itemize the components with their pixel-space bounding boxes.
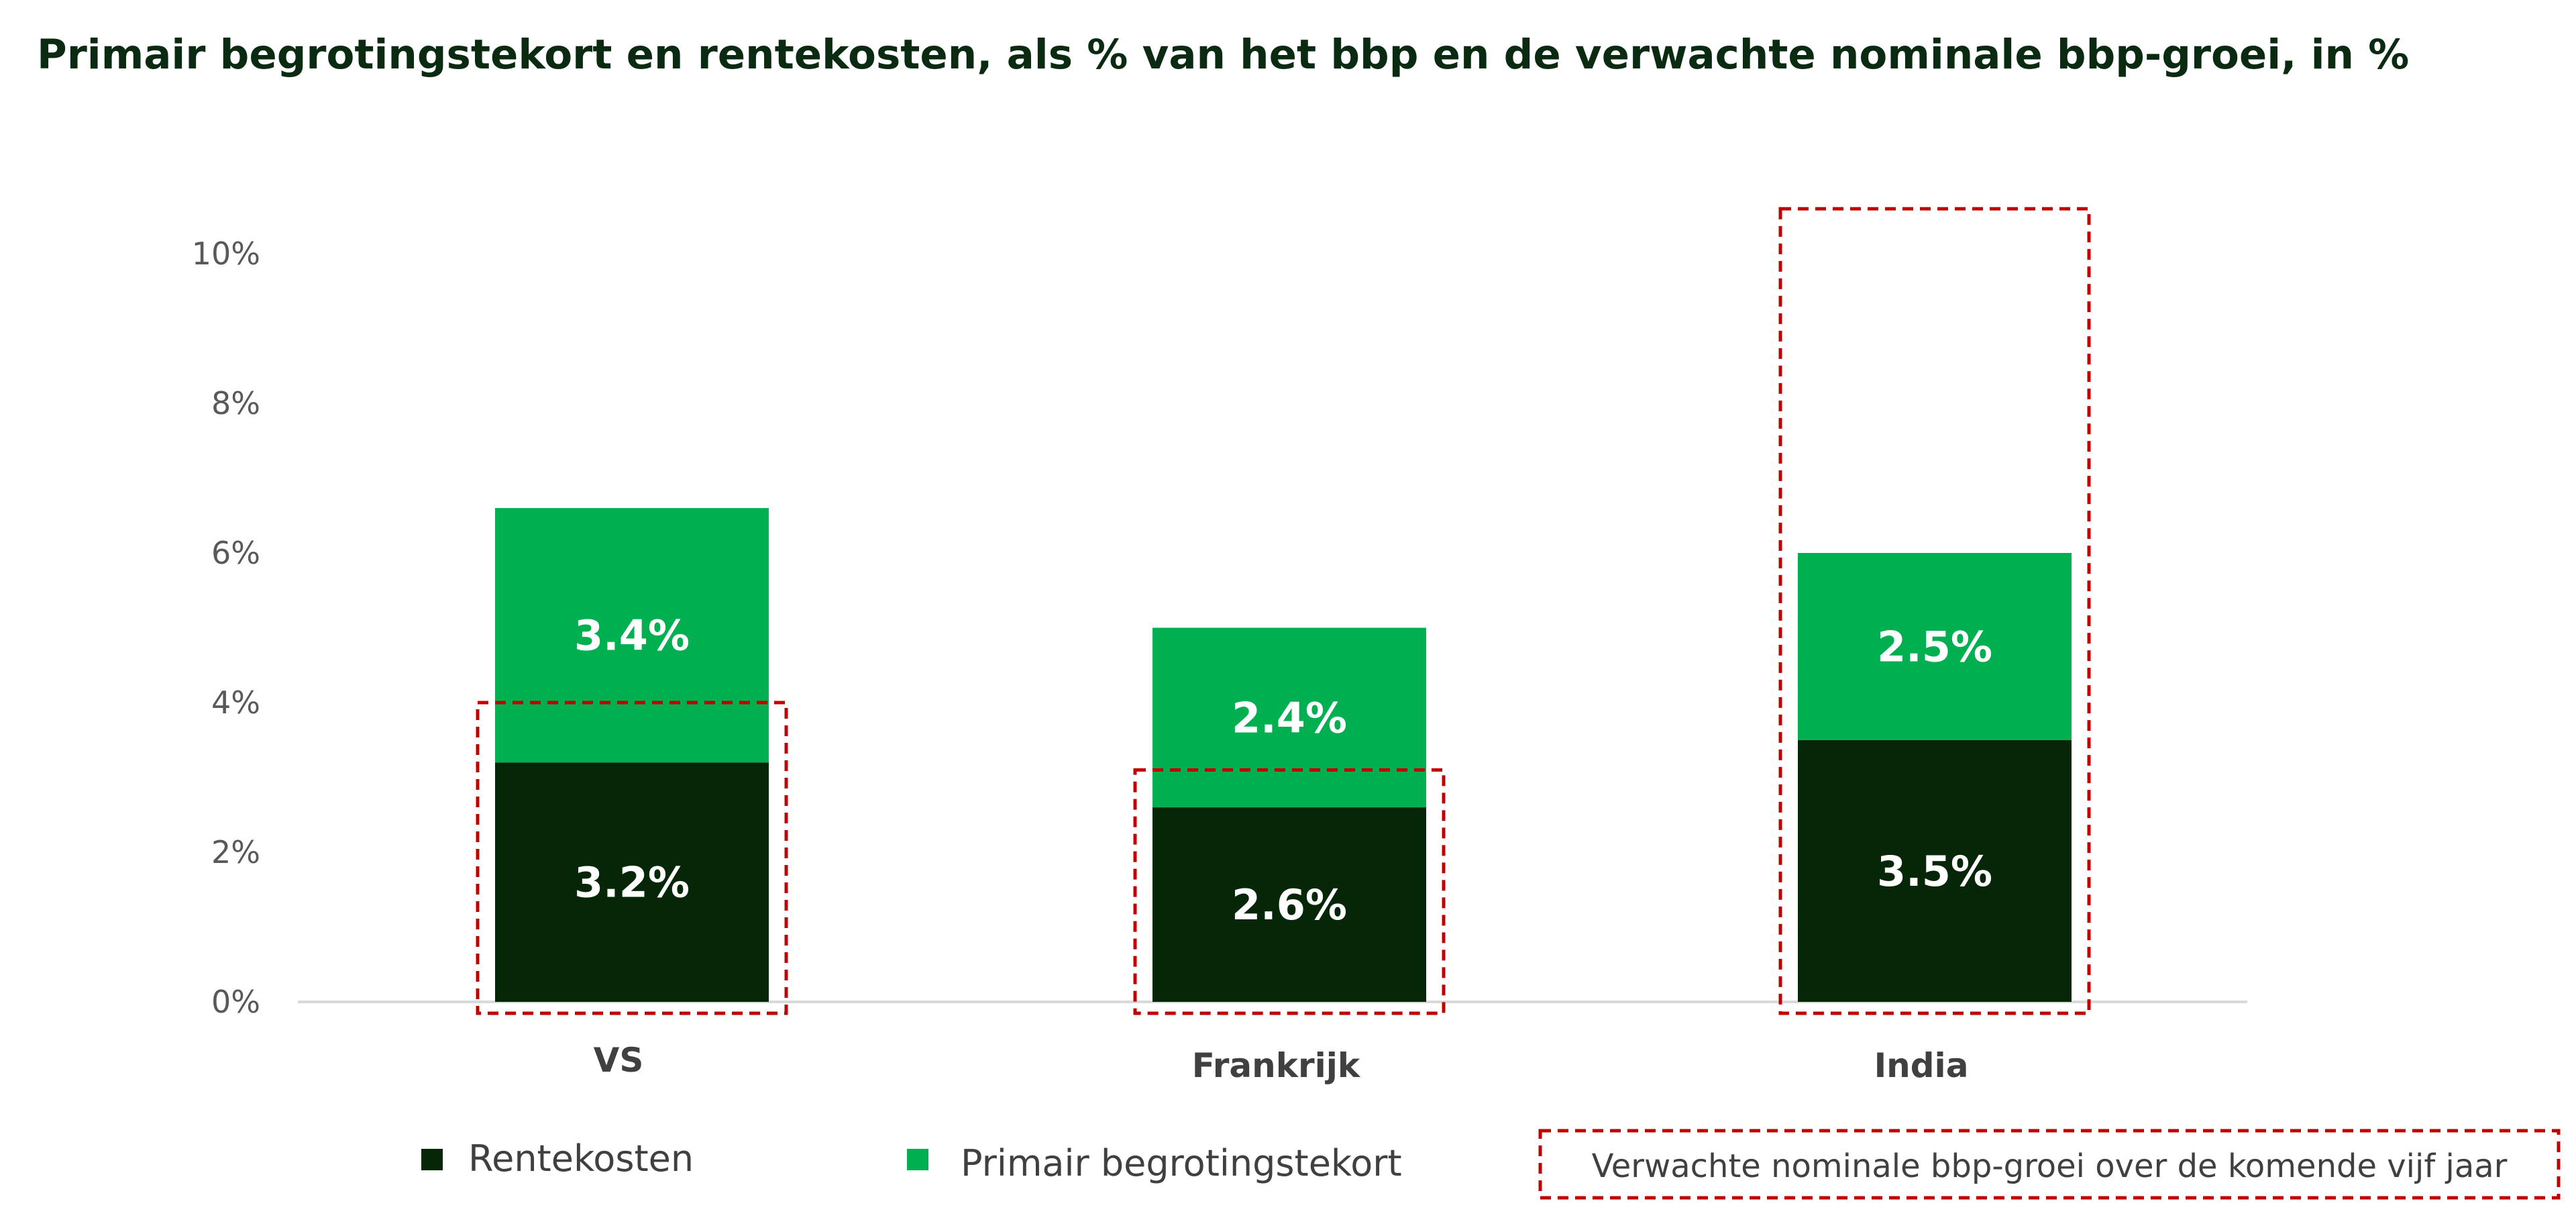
bar-india-rentekosten	[1798, 739, 2072, 1002]
y-tick-label: 0%	[211, 984, 260, 1020]
legend-swatch-rentekosten	[421, 1149, 443, 1170]
bar-india-primair-tekort	[1798, 553, 2072, 740]
y-tick-label: 10%	[192, 236, 260, 272]
data-label: 2.4%	[1232, 693, 1347, 742]
bar-vs-rentekosten	[495, 762, 769, 1002]
y-tick-label: 6%	[211, 535, 260, 571]
legend-swatch-growth	[1538, 1129, 2561, 1200]
legend-label-growth: Verwachte nominale bbp-groei over de kom…	[1592, 1147, 2508, 1185]
bar-vs-primair-tekort	[495, 508, 769, 763]
y-tick-label: 2%	[211, 834, 260, 870]
data-label: 3.2%	[574, 858, 690, 907]
legend: Rentekosten Primair begrotingstekort Verwa…	[421, 1129, 2561, 1200]
y-tick-label: 8%	[211, 385, 260, 421]
x-tick-label: Frankrijk	[1192, 1046, 1361, 1085]
data-label: 3.5%	[1877, 847, 1992, 896]
chart-title: Primair begrotingstekort en rentekosten,…	[37, 31, 2410, 79]
bar-frankrijk-primair-tekort	[1152, 627, 1426, 808]
legend-swatch-primair-tekort	[907, 1149, 928, 1170]
data-label: 2.6%	[1232, 880, 1347, 929]
legend-label-rentekosten: Rentekosten	[468, 1137, 694, 1180]
legend-label-primair-tekort: Primair begrotingstekort	[961, 1142, 1402, 1184]
x-tick-label: VS	[594, 1041, 644, 1080]
growth-box-frankrijk	[1133, 768, 1446, 1015]
growth-box-india	[1778, 207, 2091, 1015]
data-label: 3.4%	[574, 611, 690, 660]
bars: 3.2% 3.4% 2.6% 2.4% 3.5% 2.5%	[495, 508, 2072, 1002]
growth-box-vs	[476, 701, 788, 1015]
growth-overlays	[476, 207, 2091, 1015]
y-tick-label: 4%	[211, 684, 260, 721]
data-label: 2.5%	[1877, 622, 1992, 671]
x-tick-label: India	[1874, 1046, 1969, 1085]
x-axis: VS Frankrijk India	[594, 1041, 1969, 1085]
bar-frankrijk-rentekosten	[1152, 807, 1426, 1002]
